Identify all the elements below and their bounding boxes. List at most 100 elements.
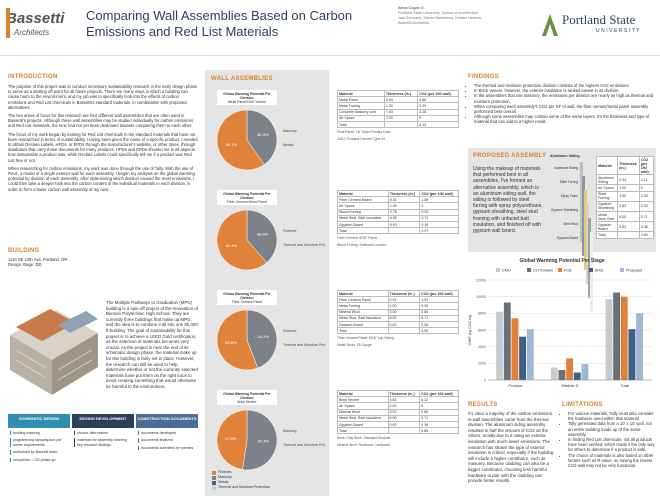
heading: BUILDING [8, 248, 40, 254]
pie-slice [216, 109, 265, 171]
author-line: Alexa Cogan G. [398, 6, 425, 10]
layer [584, 190, 587, 270]
legend-item: Finishes [212, 470, 322, 475]
diagram: Aluminum Siding Steel Furring Spray Foam Gy… [546, 162, 594, 312]
cell: 0.36 [638, 221, 655, 233]
cell: 6.85 [419, 427, 459, 435]
pie-chart: 52.4% Masonry 47.6% Thermal and Moisture Pr… [216, 409, 325, 471]
cell: Total [595, 231, 619, 239]
table-row: Total 4.05 [337, 327, 459, 335]
heading: FINDINGS [468, 74, 500, 80]
cell [387, 427, 421, 435]
legend-label: Brick [595, 269, 604, 273]
cell: 1.50 [617, 190, 640, 202]
layer-label: Steel Stud [563, 222, 578, 226]
bar [620, 296, 628, 380]
legend-item: Metals [212, 480, 322, 485]
pie-subtitle: Global Warming Potential Per Division [223, 291, 271, 300]
slice-label: 47.6% [225, 436, 237, 441]
cell: 0.39 [638, 190, 655, 202]
table-row: Metal Stud, Batt 6.00 0.71 [595, 210, 655, 223]
table-row: Total 8.13 [337, 120, 459, 129]
paragraphs: The purpose of this project was to condu… [8, 84, 198, 192]
text: Using the makeup of materials that perfo… [473, 166, 543, 235]
slice-category: Thermal and Moisture Protection [283, 243, 325, 247]
assembly-table: Material Thickness (in.) CO2 (per 1ft2 wal… [337, 389, 459, 447]
building: BUILDING 1110 SE 12th Ave, Portland, OR … [8, 248, 198, 270]
step-item: building massing [10, 431, 68, 436]
pie-slice [216, 409, 248, 470]
header: Bassetti Architects Comparing Wall Assem… [0, 0, 660, 56]
slice-category: Masonry [283, 129, 297, 133]
cell: Total [337, 120, 385, 129]
bullet: When comparing each assembly's CO2 per S… [474, 104, 656, 114]
layer [582, 176, 585, 256]
legend-label: Finishes [218, 470, 232, 474]
legend-label: Masonry [218, 475, 232, 479]
assembly-table: Material Thickness (in.) CO2 (per 1ft2 wal… [337, 89, 459, 141]
step-title: DESIGN DEVELOPMENT [72, 414, 134, 428]
cell [387, 327, 421, 335]
cell: Total [337, 227, 389, 235]
bullet: Although some assemblies may contain som… [474, 114, 656, 124]
step-title: CONSTRUCTION DOCUMENTS [136, 414, 198, 428]
table: Material Thickness (in.) CO2 (per 1ft2 wal… [337, 89, 459, 129]
pie-title-card: Global Warming Potential Per Division Met… [217, 90, 277, 105]
bar [573, 372, 581, 380]
cell: Air Space [595, 184, 619, 192]
cell: 8.13 [417, 120, 459, 129]
note: Fiber Cement Panel: 5/16" Lap Siding [337, 336, 394, 341]
bullet: The thermal and moisture protection divi… [474, 83, 656, 88]
step-item: documents submitted for permits [138, 445, 196, 451]
cell: Steel Furring [595, 190, 619, 202]
assembly-table: Material Thickness (in.) CO2 (per 1ft2 wal… [337, 289, 459, 347]
title: Comparing Wall Assemblies Based on Carbo… [86, 8, 353, 39]
logo-sub: Architects [14, 28, 50, 37]
note: Wood Furring: Softwood Lumber [337, 242, 386, 247]
legend-swatch [212, 480, 216, 485]
table-row: Total 3.90 [595, 231, 655, 239]
text: It's clear a majority of the carbon emis… [468, 411, 554, 484]
slice-category: Masonry [283, 429, 297, 433]
layer [588, 218, 591, 298]
bar [628, 329, 636, 380]
proposed: PROPOSED ASSEMBLY Using the makeup of ma… [468, 148, 656, 312]
cell: 0.71 [638, 210, 655, 223]
diagram-title: Aluminum Siding [550, 154, 580, 158]
cell [617, 231, 640, 239]
slice-label: 61.4% [226, 243, 238, 248]
author-line: Portland State University, School of Arc… [398, 11, 479, 15]
building-text: The Multiple Pathways to Graduation (MPG… [106, 300, 198, 389]
pie-title: Fiber Cement Panel [231, 299, 263, 304]
pie-title-card: Global Warming Potential Per Division Bri… [217, 390, 277, 405]
note: Fiber Cement: 5/16" Panel [337, 236, 377, 241]
heading: WALL ASSEMBLIES [211, 76, 273, 82]
table-header: Material Thickness (in.) CO2 (per 1ft2 wal… [595, 155, 655, 176]
building-image [10, 309, 98, 395]
legend-label: CLT/Glulam [533, 269, 553, 273]
table: Material Thickness (in.) CO2 (per 1ft2 wal… [337, 289, 459, 335]
note: Metal Studs: 18 Gauge [337, 342, 372, 347]
legend-item: Thermal and Moisture Protection [212, 485, 322, 490]
y-axis-label: GWP (kg CO2 eq) [468, 314, 472, 345]
bar [526, 329, 534, 380]
y-tick-label: 2000 [478, 362, 486, 366]
table: Material Thickness (in.) CO2 (per 1ft2 wal… [337, 389, 459, 435]
bar [503, 302, 511, 380]
y-tick-label: 12000 [476, 278, 486, 282]
cell: 4.05 [419, 327, 459, 335]
bar [636, 313, 644, 380]
bar [613, 292, 621, 380]
bar [566, 358, 574, 380]
heading: INTRODUCTION [8, 74, 58, 80]
legend-label: CMU [502, 269, 511, 273]
bar [605, 299, 613, 380]
assembly-table: Material Thickness (in.) CO2 (per 1ft2 wal… [337, 189, 459, 247]
paragraph: The two areas of focus for this research… [8, 113, 194, 129]
table-row: Steel Furring 1.50 0.39 [595, 190, 655, 202]
table-row: Air Space 1.00 0 [595, 184, 655, 192]
slice-category: Thermal and Moisture Protection [283, 443, 325, 447]
legend-label: Thermal and Moisture Protection [218, 485, 271, 489]
slice-label: 44.2% [258, 334, 270, 339]
pie-legend: Finishes Masonry Metals Thermal and Moistur… [212, 470, 322, 490]
